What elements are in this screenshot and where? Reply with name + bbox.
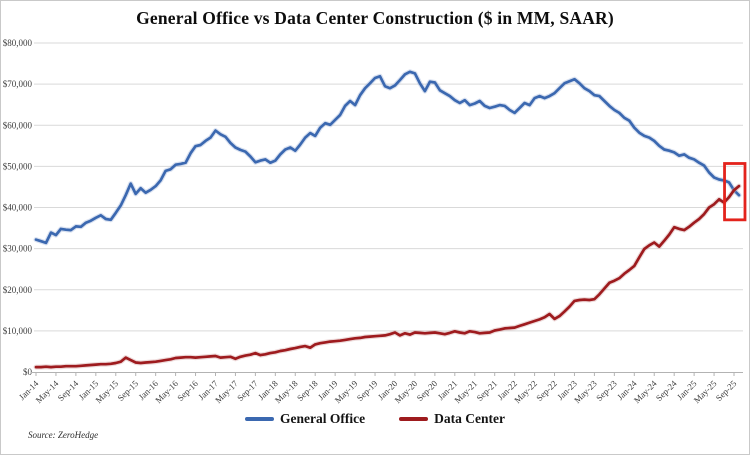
y-tick-label: $50,000 xyxy=(3,161,33,171)
x-tick-label: Sep-24 xyxy=(654,378,679,403)
x-tick-label: Sep-25 xyxy=(714,378,739,403)
chart-title: General Office vs Data Center Constructi… xyxy=(136,8,614,28)
x-tick-label: May-14 xyxy=(34,378,61,405)
x-tick-label: Sep-16 xyxy=(175,378,200,403)
x-tick-label: Sep-17 xyxy=(235,378,260,403)
y-tick-label: $70,000 xyxy=(3,79,33,89)
x-tick-label: May-17 xyxy=(213,378,240,405)
data-center-line-halo xyxy=(33,183,742,370)
legend-label-data-center: Data Center xyxy=(434,411,505,426)
x-tick-label: Sep-15 xyxy=(115,378,140,403)
x-tick-label: May-23 xyxy=(572,378,599,405)
y-tick-label: $30,000 xyxy=(3,244,33,254)
legend-item-data-center: Data Center xyxy=(399,411,505,427)
general-office-line-swatch xyxy=(245,417,275,421)
x-tick-label: Sep-19 xyxy=(355,378,380,403)
data-center-line xyxy=(34,184,741,369)
x-tick-label: May-24 xyxy=(632,378,659,405)
x-tick-label: May-18 xyxy=(273,378,300,405)
x-tick-label: May-22 xyxy=(512,378,539,405)
y-tick-label: $20,000 xyxy=(3,285,33,295)
legend-item-general-office: General Office xyxy=(245,411,365,427)
x-tick-label: Sep-18 xyxy=(295,378,320,403)
x-tick-label: Sep-20 xyxy=(415,378,440,403)
x-tick-label: May-20 xyxy=(393,378,420,405)
legend: General Office Data Center xyxy=(1,411,749,427)
source-note: Source: ZeroHedge xyxy=(28,430,99,440)
legend-label-general-office: General Office xyxy=(280,411,366,426)
data-center-line-swatch xyxy=(399,417,429,421)
y-tick-label: $10,000 xyxy=(3,326,33,336)
x-tick-label: Sep-22 xyxy=(534,378,559,403)
general-office-line xyxy=(34,70,741,245)
x-tick-label: Sep-21 xyxy=(474,378,499,403)
y-tick-label: $40,000 xyxy=(3,203,33,213)
x-tick-label: Sep-14 xyxy=(56,378,81,403)
x-tick-label: May-15 xyxy=(93,378,120,405)
x-tick-label: Sep-23 xyxy=(594,378,619,403)
x-tick-label: May-25 xyxy=(692,378,719,405)
x-tick-label: May-21 xyxy=(452,378,479,405)
x-tick-label: May-16 xyxy=(153,378,180,405)
general-office-line-halo xyxy=(33,69,742,246)
x-tick-label: May-19 xyxy=(333,378,360,405)
highlight-box xyxy=(723,162,747,222)
y-tick-label: $60,000 xyxy=(3,120,33,130)
y-tick-label: $80,000 xyxy=(3,38,33,48)
y-tick-label: $0 xyxy=(23,367,33,377)
